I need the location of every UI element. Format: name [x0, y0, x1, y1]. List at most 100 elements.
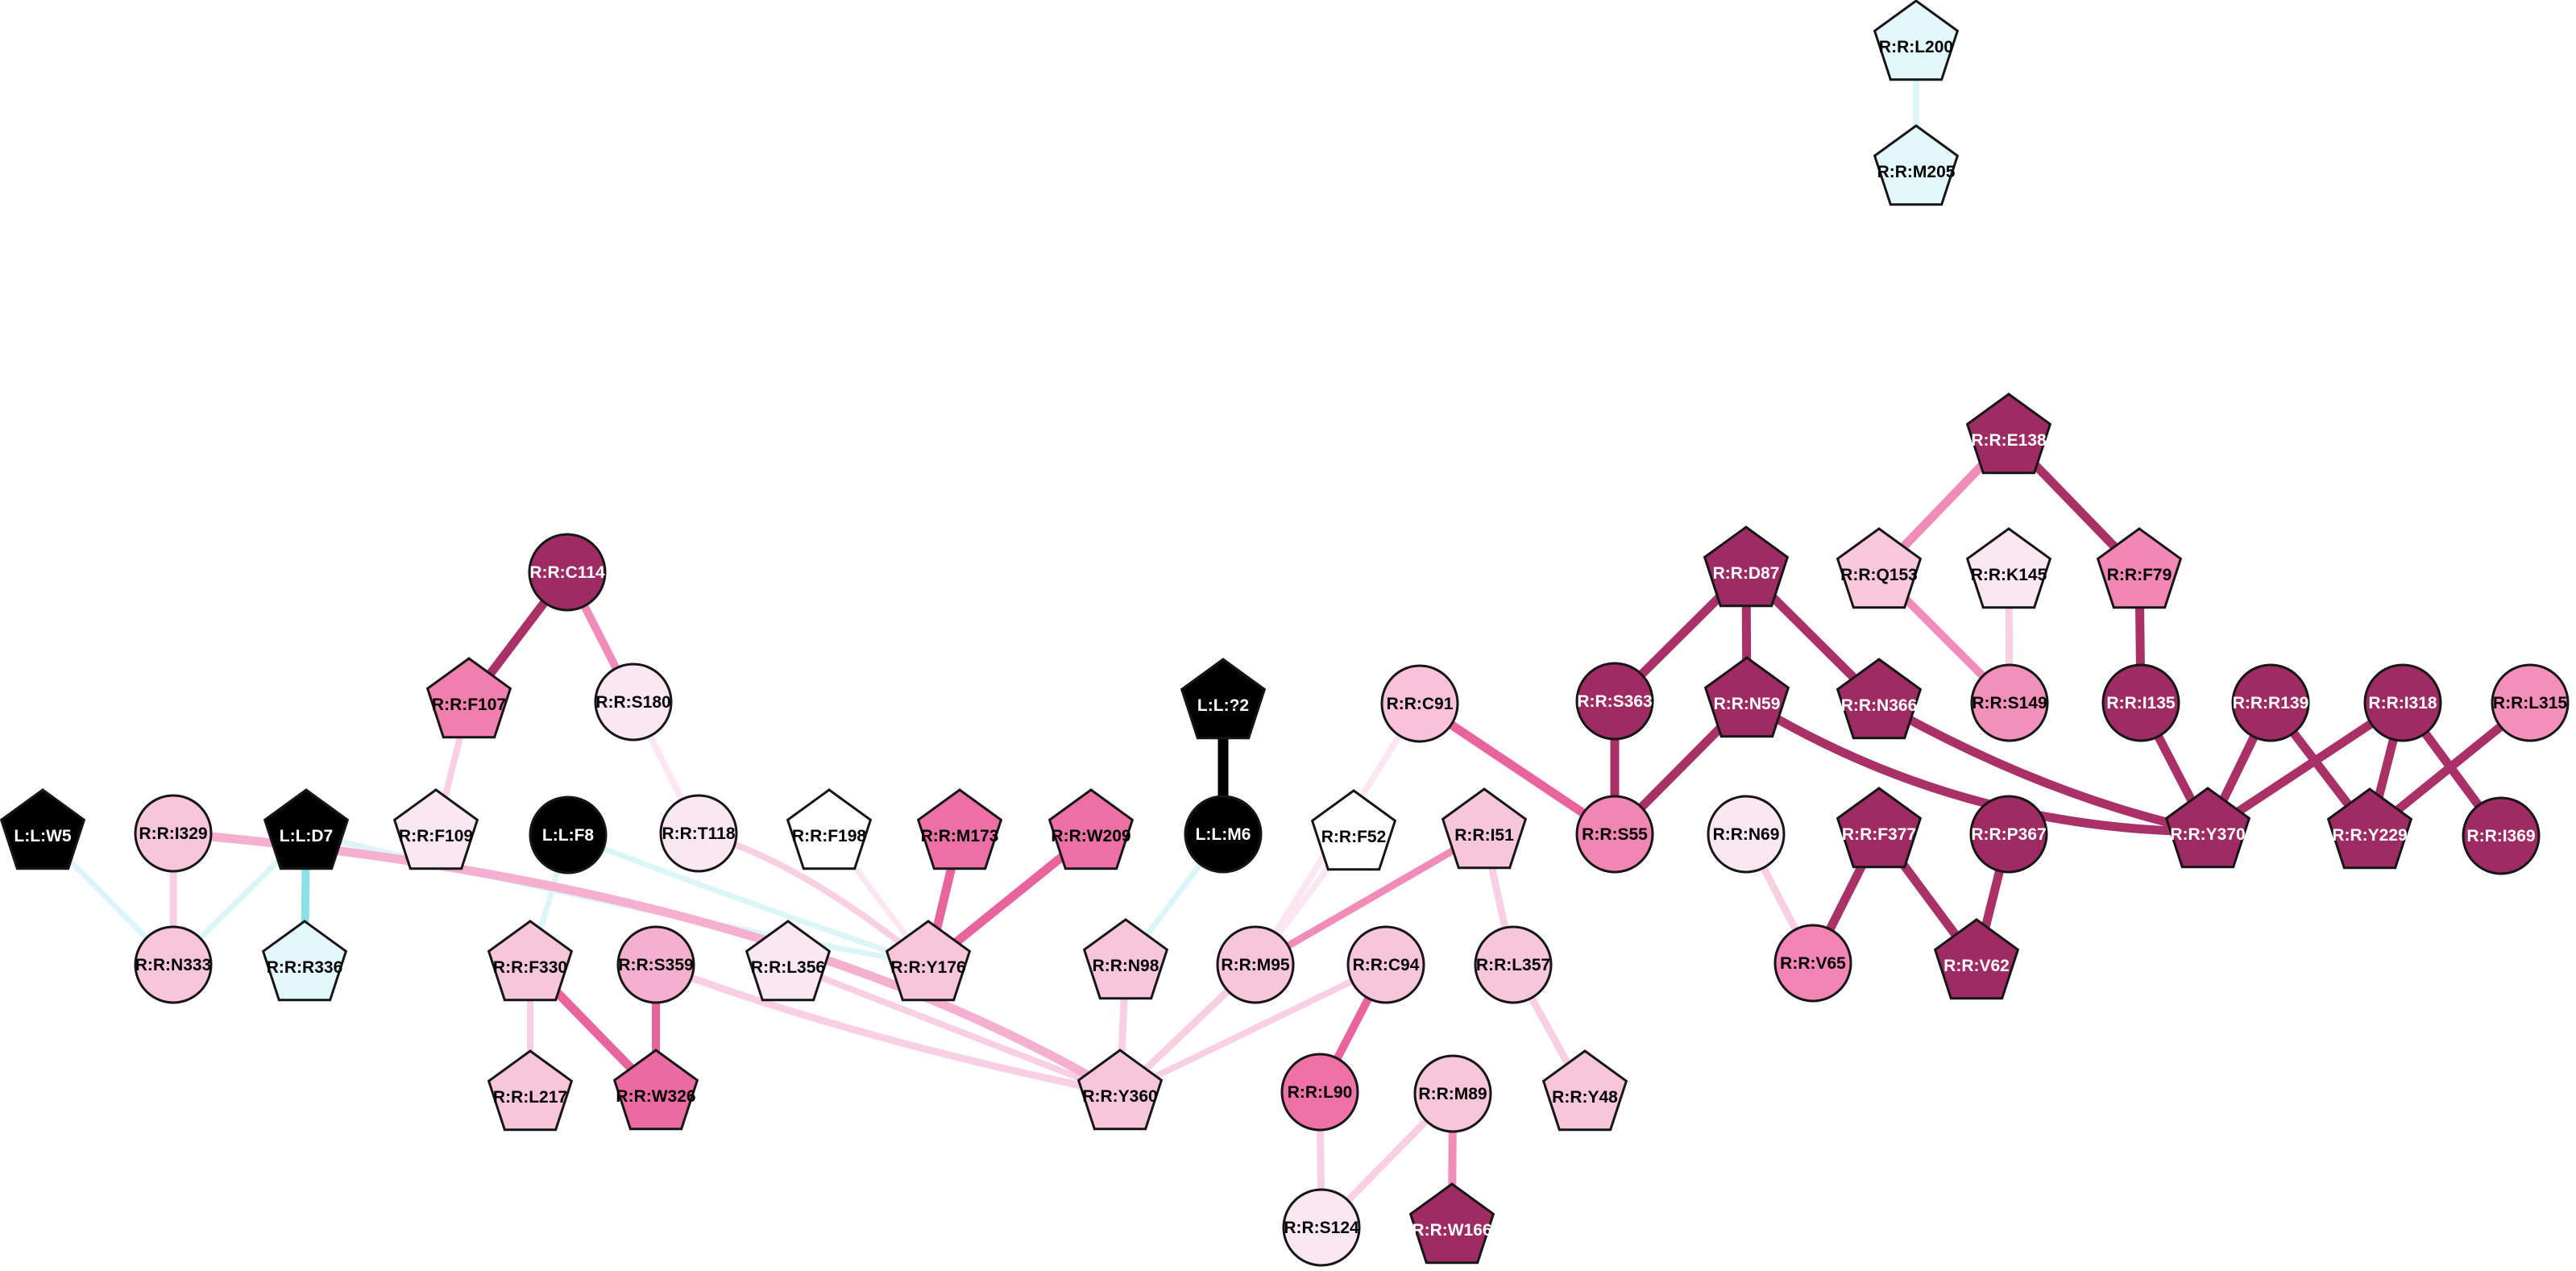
graph-node-l200[interactable]: R:R:L200 [1873, 0, 1960, 81]
residue-pentagon-icon [487, 920, 574, 1002]
residue-pentagon-icon [392, 788, 479, 870]
graph-node-m205[interactable]: R:R:M205 [1873, 124, 1960, 206]
residue-circle-icon [1184, 795, 1263, 874]
graph-node-l90[interactable]: R:R:L90 [1280, 1053, 1359, 1132]
residue-pentagon-icon [1076, 1049, 1164, 1131]
graph-node-s180[interactable]: R:R:S180 [594, 662, 673, 741]
residue-circle-icon [1380, 664, 1459, 743]
residue-circle-icon [1575, 795, 1654, 874]
graph-node-c91[interactable]: R:R:C91 [1380, 664, 1459, 743]
graph-node-i51[interactable]: R:R:I51 [1441, 787, 1528, 870]
graph-node-i329[interactable]: R:R:I329 [134, 794, 213, 873]
residue-circle-icon [528, 533, 607, 612]
residue-circle-icon [594, 662, 673, 741]
graph-node-s124[interactable]: R:R:S124 [1282, 1188, 1361, 1267]
graph-node-c94[interactable]: R:R:C94 [1346, 925, 1425, 1004]
residue-circle-icon [2462, 796, 2541, 875]
graph-node-e138[interactable]: R:R:E138 [1965, 393, 2052, 475]
residue-circle-icon [2231, 663, 2310, 742]
residue-pentagon-icon [1836, 658, 1923, 740]
residue-pentagon-icon [1441, 787, 1528, 870]
graph-node-w166[interactable]: R:R:W166 [1408, 1182, 1495, 1265]
edge-l356-y360 [785, 962, 1123, 1097]
graph-node-s359[interactable]: R:R:S359 [616, 925, 695, 1004]
residue-circle-icon [2491, 663, 2570, 742]
residue-pentagon-icon [487, 1049, 574, 1132]
residue-pentagon-icon [261, 920, 348, 1002]
graph-node-m6[interactable]: L:L:M6 [1184, 795, 1263, 874]
graph-node-f330[interactable]: R:R:F330 [487, 920, 574, 1002]
edge-n59-y370 [1742, 696, 2213, 837]
graph-node-p367[interactable]: R:R:P367 [1969, 795, 2048, 874]
graph-node-l357[interactable]: R:R:L357 [1474, 925, 1553, 1004]
residue-pentagon-icon [1933, 918, 2020, 1000]
residue-circle-icon [529, 795, 608, 874]
residue-pentagon-icon [916, 788, 1003, 870]
graph-node-k145[interactable]: R:R:K145 [1965, 527, 2052, 609]
residue-pentagon-icon [1965, 393, 2052, 475]
residue-pentagon-icon [1965, 527, 2052, 609]
graph-node-r139[interactable]: R:R:R139 [2231, 663, 2310, 742]
residue-pentagon-icon [1873, 124, 1960, 206]
graph-node-f198[interactable]: R:R:F198 [786, 788, 873, 870]
graph-node-n59[interactable]: R:R:N59 [1703, 656, 1790, 738]
residue-circle-icon [1280, 1053, 1359, 1132]
graph-node-s363[interactable]: R:R:S363 [1575, 662, 1654, 741]
residue-pentagon-icon [1541, 1049, 1628, 1132]
graph-node-f109[interactable]: R:R:F109 [392, 788, 479, 870]
graph-node-f377[interactable]: R:R:F377 [1836, 787, 1923, 869]
residue-pentagon-icon [745, 920, 832, 1002]
residue-pentagon-icon [1180, 658, 1267, 740]
residue-pentagon-icon [786, 788, 873, 870]
residue-circle-icon [1575, 662, 1654, 741]
graph-node-f52[interactable]: R:R:F52 [1310, 789, 1397, 871]
residue-pentagon-icon [1836, 787, 1923, 869]
graph-node-c114[interactable]: R:R:C114 [528, 533, 607, 612]
graph-node-y176[interactable]: R:R:Y176 [885, 920, 972, 1002]
graph-node-l315[interactable]: R:R:L315 [2491, 663, 2570, 742]
graph-node-i318[interactable]: R:R:I318 [2363, 663, 2442, 742]
edge-f8-y176 [565, 832, 931, 968]
graph-node-m89[interactable]: R:R:M89 [1413, 1054, 1492, 1133]
residue-pentagon-icon [425, 657, 512, 739]
graph-node-y370[interactable]: R:R:Y370 [2164, 787, 2251, 869]
graph-node-q2[interactable]: L:L:?2 [1180, 658, 1267, 740]
graph-node-w5[interactable]: L:L:W5 [0, 788, 86, 870]
graph-node-s55[interactable]: R:R:S55 [1575, 795, 1654, 874]
graph-node-t118[interactable]: R:R:T118 [659, 794, 738, 873]
graph-node-y48[interactable]: R:R:Y48 [1541, 1049, 1628, 1132]
graph-node-i135[interactable]: R:R:I135 [2101, 663, 2180, 742]
edge-c94-y360 [1117, 962, 1389, 1097]
graph-node-n333[interactable]: R:R:N333 [134, 925, 213, 1004]
graph-node-n98[interactable]: R:R:N98 [1082, 918, 1169, 1000]
residue-circle-icon [2363, 663, 2442, 742]
residue-circle-icon [1282, 1188, 1361, 1267]
residue-circle-icon [134, 794, 213, 873]
residue-pentagon-icon [1873, 0, 1960, 81]
residue-circle-icon [1969, 795, 2048, 874]
graph-node-i369[interactable]: R:R:I369 [2462, 796, 2541, 875]
graph-node-m173[interactable]: R:R:M173 [916, 788, 1003, 870]
graph-node-f8[interactable]: L:L:F8 [529, 795, 608, 874]
graph-node-d87[interactable]: R:R:D87 [1703, 525, 1790, 608]
residue-pentagon-icon [263, 788, 350, 870]
graph-node-s149[interactable]: R:R:S149 [1970, 663, 2049, 742]
residue-pentagon-icon [1703, 656, 1790, 738]
graph-node-v65[interactable]: R:R:V65 [1773, 924, 1852, 1003]
graph-node-n69[interactable]: R:R:N69 [1707, 795, 1786, 874]
residue-circle-icon [134, 925, 213, 1004]
graph-node-m95[interactable]: R:R:M95 [1216, 925, 1295, 1004]
residue-circle-icon [1707, 795, 1786, 874]
graph-node-r336[interactable]: R:R:R336 [261, 920, 348, 1002]
residue-pentagon-icon [885, 920, 972, 1002]
graph-node-d7[interactable]: L:L:D7 [263, 788, 350, 870]
graph-node-w209[interactable]: R:R:W209 [1047, 788, 1135, 870]
residue-pentagon-icon [1836, 527, 1923, 609]
residue-circle-icon [1970, 663, 2049, 742]
graph-node-l217[interactable]: R:R:L217 [487, 1049, 574, 1132]
edge-s359-y360 [652, 961, 1124, 1098]
residue-circle-icon [1346, 925, 1425, 1004]
